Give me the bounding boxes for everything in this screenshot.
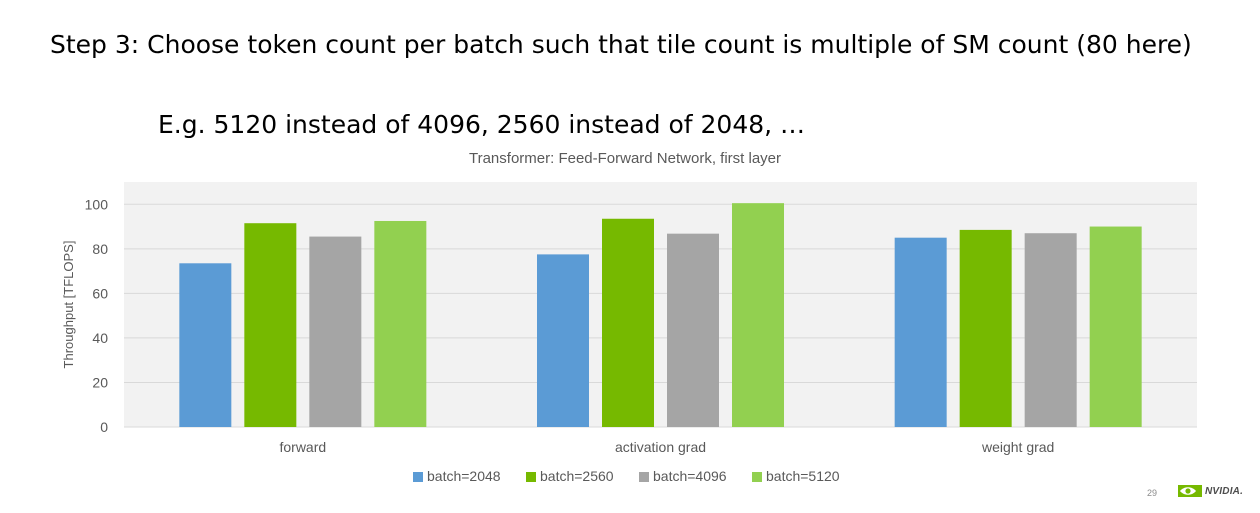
x-axis-ticks: forward activation grad weight grad [279, 439, 1054, 455]
legend-label: batch=2560 [540, 468, 614, 484]
bar-batch-2048 [179, 263, 232, 427]
slide-heading: Step 3: Choose token count per batch suc… [50, 30, 1192, 59]
legend: batch=2048 batch=2560 batch=4096 batch=5120 [413, 468, 840, 484]
y-tick-label: 20 [92, 374, 108, 390]
gridlines [124, 203, 1197, 428]
y-tick-label: 0 [100, 419, 108, 435]
y-tick-label: 80 [92, 241, 108, 257]
bar-batch-2560 [602, 218, 654, 427]
legend-label: batch=4096 [653, 468, 727, 484]
page-number: 29 [1147, 488, 1158, 498]
bar-batch-5120 [732, 203, 784, 427]
y-axis-label: Throughput [TFLOPS] [61, 241, 76, 369]
bar-batch-2560 [959, 229, 1012, 427]
bar-batch-4096 [667, 233, 719, 427]
logo-wordmark: NVIDIA. [1205, 485, 1244, 497]
bar-batch-2560 [244, 223, 297, 427]
x-tick-label: activation grad [615, 439, 706, 455]
nvidia-eye-icon [1178, 485, 1202, 497]
y-axis-ticks: 0 20 40 60 80 100 [85, 196, 109, 435]
chart-title: Transformer: Feed-Forward Network, first… [469, 150, 781, 167]
bar-batch-5120 [374, 220, 427, 427]
legend-swatch [752, 472, 762, 482]
nvidia-logo: NVIDIA. [1178, 485, 1243, 497]
x-tick-label: forward [279, 439, 326, 455]
plot-area [124, 182, 1197, 427]
y-tick-label: 60 [92, 285, 108, 301]
legend-swatch [413, 472, 423, 482]
bar-batch-2048 [894, 237, 947, 427]
x-tick-label: weight grad [981, 439, 1054, 455]
legend-label: batch=2048 [427, 468, 501, 484]
slide-subheading: E.g. 5120 instead of 4096, 2560 instead … [158, 110, 806, 139]
legend-swatch [639, 472, 649, 482]
bar-batch-4096 [309, 236, 362, 427]
bar-batch-4096 [1024, 233, 1077, 427]
bar-group [179, 203, 1142, 427]
legend-label: batch=5120 [766, 468, 840, 484]
bar-batch-5120 [1089, 226, 1142, 427]
y-tick-label: 100 [85, 196, 109, 212]
bar-batch-2048 [537, 254, 589, 427]
y-tick-label: 40 [92, 330, 108, 346]
legend-swatch [526, 472, 536, 482]
